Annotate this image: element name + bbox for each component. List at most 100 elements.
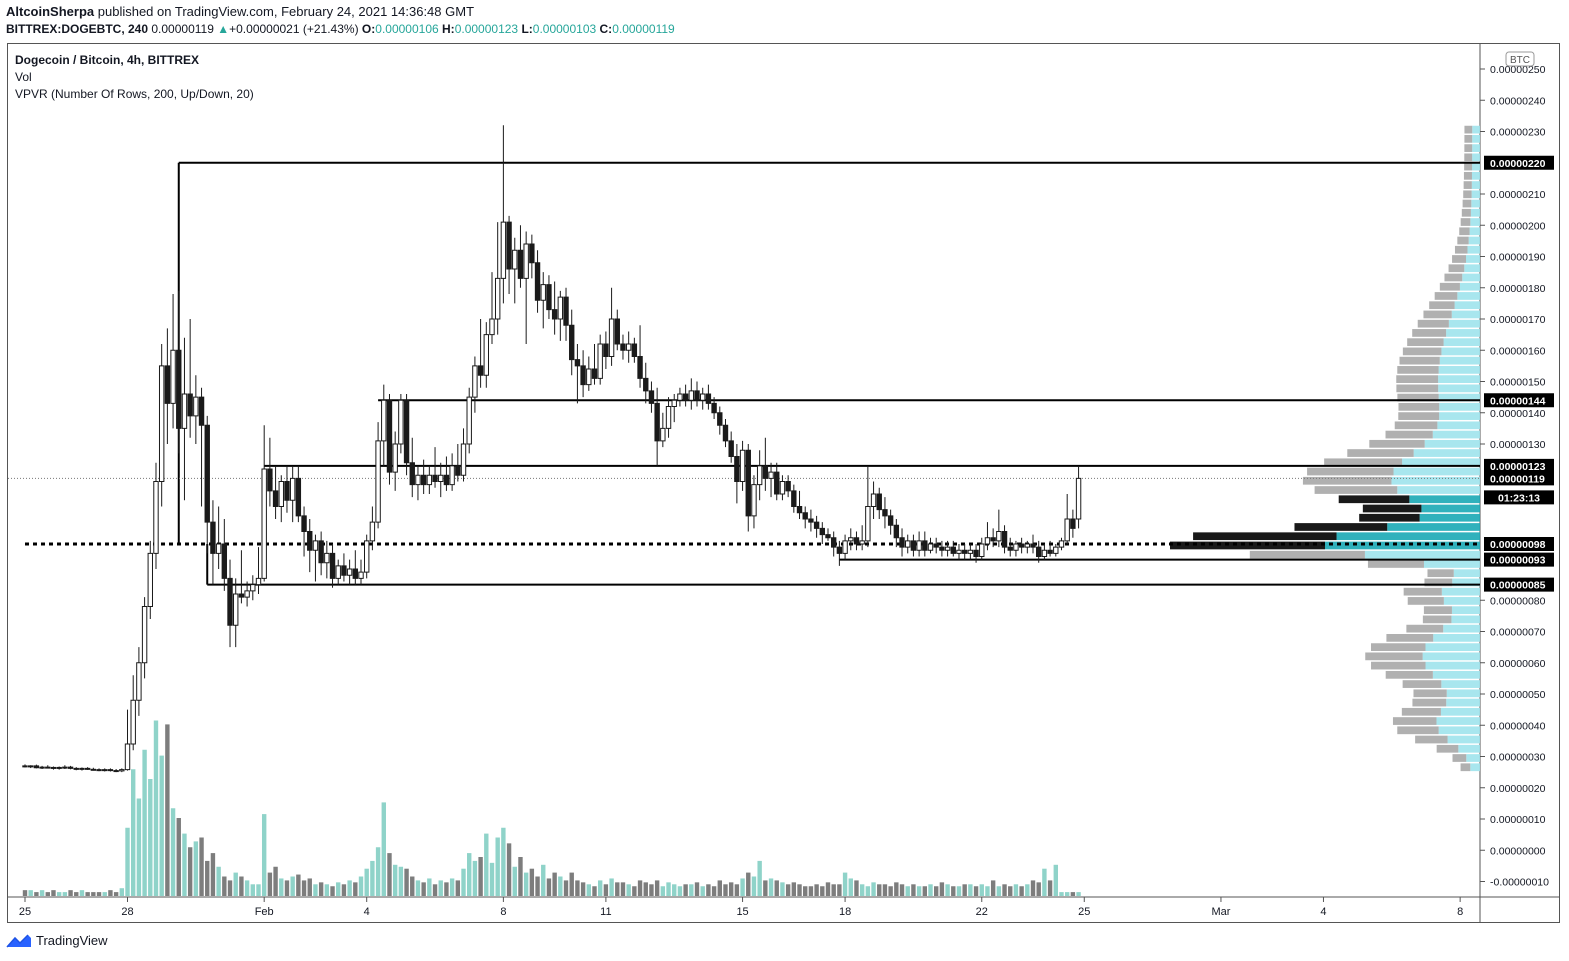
volume-bar [580,882,586,896]
volume-bar [842,872,848,896]
candle-down [836,546,843,554]
candle-down [1036,546,1042,557]
volume-bar [250,884,255,896]
candle-down [227,577,233,626]
candle-down [643,377,649,392]
candle-up [870,493,877,507]
volume-bar [1036,882,1041,896]
volume-bar [449,878,455,896]
vpvr-down-bar [1424,578,1453,587]
candle-down [745,449,751,517]
vpvr-up-bar [1464,264,1480,273]
candle-down [825,534,831,539]
volume-bar [592,886,597,896]
candle-down [569,324,575,361]
volume-bar [711,886,717,896]
vpvr-up-bar [1421,504,1480,513]
tradingview-brand[interactable]: TradingView [6,933,108,948]
vpvr-up-bar [1336,532,1480,541]
vpvr-down-bar [1397,366,1439,374]
vpvr-up-bar [1472,162,1480,171]
volume-bar [170,808,176,896]
vpvr-down-bar [1422,615,1452,624]
currency-badge[interactable] [1505,51,1535,67]
volume-bar [894,882,899,896]
vpvr-up-bar [1438,726,1480,735]
tradingview-logo-icon [6,933,31,947]
vpvr-down-bar [1444,273,1463,282]
y-tick-label: 0.00000190 [1490,252,1546,264]
vpvr-down-bar [1463,190,1472,199]
volume-bar [444,882,449,896]
volume-bar [825,882,831,896]
y-tick-label: -0.00000010 [1490,877,1549,889]
candle-down [96,769,102,772]
volume-bar [854,880,859,896]
candle-up [398,399,404,445]
vpvr-up-bar [1425,661,1480,670]
vpvr-down-bar [1370,643,1426,651]
volume-bar [279,878,284,896]
vpvr-down-bar [1423,606,1452,615]
vpvr-up-bar [1470,208,1480,217]
volume-bar [979,884,984,896]
volume-bar [899,884,905,896]
y-tick-label: 0.00000070 [1490,627,1546,639]
volume-bar [233,872,238,896]
candle-down [1018,543,1025,548]
volume-bar [261,814,267,896]
legend-title[interactable]: Dogecoin / Bitcoin, 4h, BITTREX [15,53,200,67]
publish-line: AltcoinSherpa published on TradingView.c… [6,4,474,19]
volume-bar [244,880,250,896]
vpvr-down-bar [1359,513,1420,522]
volume-bar [774,880,779,896]
candle-up [312,540,319,551]
candle-down [187,393,193,417]
candle-down [409,462,415,486]
vpvr-up-bar [1472,153,1480,162]
vpvr-down-bar [1307,467,1394,476]
candle-down [1001,531,1008,548]
volume-bar [831,884,836,896]
volume-bar [934,886,939,896]
candle-down [961,549,968,554]
candle-up [62,766,68,769]
candle-up [255,577,262,586]
candle-down [603,343,609,357]
volume-bar [609,878,614,896]
volume-bar [415,880,421,896]
y-tick-label: 0.00000250 [1490,64,1546,76]
volume-bar [501,827,506,896]
vpvr-down-bar [1460,218,1471,226]
volume-bar [626,884,631,896]
volume-bar [706,884,711,896]
candle-down [443,474,450,486]
volume-bar [820,886,825,896]
candle-up [842,540,848,554]
vpvr-up-bar [1471,190,1480,199]
candle-down [950,546,956,554]
volume-bar [187,847,193,896]
candle-up [449,465,455,486]
legend-vpvr[interactable]: VPVR (Number Of Rows, 200, Up/Down, 20) [15,87,254,101]
volume-bar [392,864,398,896]
volume-bar [210,853,216,896]
candle-up [984,537,991,545]
x-tick-label: 4 [1320,906,1326,918]
vpvr-up-bar [1438,384,1480,393]
vpvr-up-bar [1438,375,1480,383]
vpvr-down-bar [1406,624,1444,633]
volume-bar [780,882,785,896]
vpvr-up-bar [1440,707,1480,716]
vpvr-up-bar [1457,292,1480,300]
volume-bar [911,884,916,896]
legend-volume[interactable]: Vol [15,70,32,84]
candle-down [204,424,210,523]
candle-down [272,490,279,507]
candle-down [506,221,512,270]
vpvr-down-bar [1412,329,1447,337]
author-name[interactable]: AltcoinSherpa [6,4,95,19]
volume-bar [404,868,409,896]
vpvr-down-bar [1294,523,1388,531]
